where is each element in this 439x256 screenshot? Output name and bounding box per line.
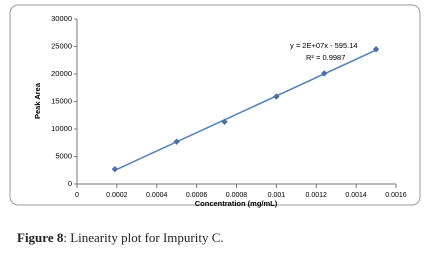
- y-tick-label: 25000: [51, 41, 72, 50]
- x-tick-label: 0.0008: [226, 192, 248, 199]
- x-tick-label: 0.0004: [146, 192, 168, 199]
- y-tick-label: 15000: [51, 96, 72, 105]
- chart: Concentration (mg/mL) Peak Area y = 2E+0…: [9, 4, 421, 208]
- x-tick-label: 0.0014: [345, 192, 367, 199]
- y-tick-label: 20000: [51, 69, 72, 78]
- x-tick-label: 0.0006: [186, 192, 208, 199]
- point: [173, 138, 180, 145]
- r-squared: R² = 0.9987: [306, 53, 345, 62]
- x-tick-label: 0.0002: [106, 192, 128, 199]
- y-tick-label: 0: [68, 179, 72, 188]
- caption-label: Figure 8: [17, 230, 64, 245]
- x-tick-label: 0.001: [268, 192, 286, 199]
- caption: Figure 8: Linearity plot for Impurity C.: [17, 230, 224, 246]
- x-tick-label: 0.0012: [306, 192, 328, 199]
- x-tick-label: 0.0016: [385, 192, 407, 199]
- equation: y = 2E+07x - 595.14: [290, 41, 358, 50]
- chart-border: [9, 4, 421, 206]
- y-tick-label: 10000: [51, 124, 72, 133]
- point: [321, 70, 328, 77]
- point: [221, 118, 228, 126]
- y-tick-label: 5000: [55, 151, 72, 160]
- x-tick-label: 0: [75, 192, 79, 199]
- caption-text: : Linearity plot for Impurity C.: [63, 230, 224, 245]
- point: [273, 93, 280, 100]
- x-axis-label: Concentration (mg/mL): [195, 199, 278, 208]
- y-axis-label: Peak Area: [33, 82, 42, 119]
- trendline: [114, 49, 377, 171]
- y-tick-label: 30000: [51, 14, 72, 23]
- point: [372, 46, 380, 53]
- point: [111, 165, 119, 173]
